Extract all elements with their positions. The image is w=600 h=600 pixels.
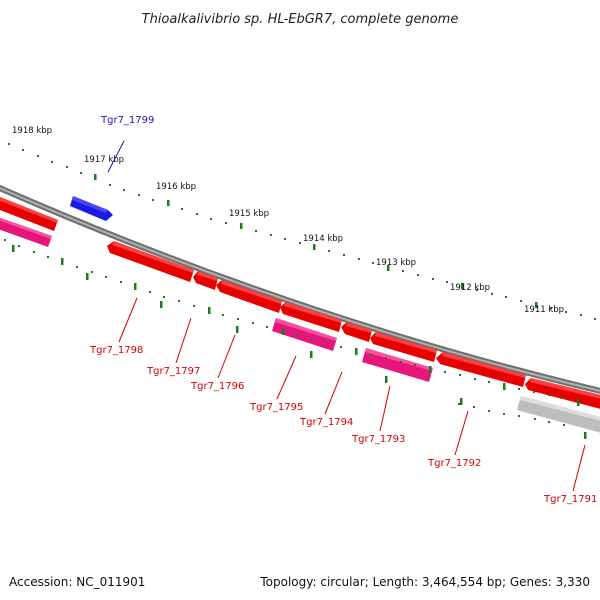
kbp-label: 1917 kbp (84, 155, 124, 165)
outer-tick-ring (8, 143, 596, 320)
gene-tgr7-1796[interactable] (216, 280, 282, 313)
gene-label[interactable]: Tgr7_1799 (100, 115, 154, 126)
gene-tgr7-1795[interactable] (272, 318, 337, 351)
gene-tgr7-1792-gene[interactable] (436, 352, 526, 387)
gene-tgr7-1798[interactable] (107, 241, 194, 282)
gene-labels: Tgr7_1799 Tgr7_1798 Tgr7_1797 Tgr7_1796 … (89, 115, 597, 505)
reverse-strand-genes (0, 195, 600, 434)
gene-label[interactable]: Tgr7_1791 (543, 494, 597, 505)
inner-tick-ring (4, 239, 587, 439)
gene-label[interactable]: Tgr7_1795 (249, 402, 303, 413)
gene-label[interactable]: Tgr7_1792 (427, 458, 481, 469)
kbp-label: 1913 kbp (376, 258, 416, 268)
gene-partial-red[interactable] (0, 195, 58, 231)
gene-label[interactable]: Tgr7_1796 (190, 381, 244, 392)
gene-tgr7-1797[interactable] (193, 271, 218, 290)
gene-partial-pink[interactable] (0, 216, 52, 247)
genome-backbone (0, 184, 600, 394)
kbp-label: 1912 kbp (450, 283, 490, 293)
kbp-label: 1918 kbp (12, 126, 52, 136)
kbp-labels: 1918 kbp 1917 kbp 1916 kbp 1915 kbp 1914… (12, 126, 564, 315)
kbp-label: 1915 kbp (229, 209, 269, 219)
gene-label[interactable]: Tgr7_1797 (146, 366, 200, 377)
gene-label[interactable]: Tgr7_1794 (299, 417, 353, 428)
gene-tgr7-1793-outer[interactable] (370, 332, 437, 362)
gene-tgr7-1794b[interactable] (341, 322, 372, 342)
label-leaders (107, 140, 586, 492)
gene-tgr7-1794[interactable] (280, 302, 342, 332)
gene-tgr7-1799[interactable] (70, 196, 113, 221)
accession-text: Accession: NC_011901 (9, 575, 145, 589)
kbp-label: 1911 kbp (524, 305, 564, 315)
gene-tgr7-1791-gene[interactable] (525, 378, 600, 410)
kbp-label: 1916 kbp (156, 182, 196, 192)
gene-label[interactable]: Tgr7_1798 (89, 345, 143, 356)
genome-summary-text: Topology: circular; Length: 3,464,554 bp… (259, 575, 590, 589)
map-title: Thioalkalivibrio sp. HL-EbGR7, complete … (142, 12, 459, 27)
gene-label[interactable]: Tgr7_1793 (351, 434, 405, 445)
kbp-label: 1914 kbp (303, 234, 343, 244)
other-feature-grey[interactable] (517, 396, 600, 434)
